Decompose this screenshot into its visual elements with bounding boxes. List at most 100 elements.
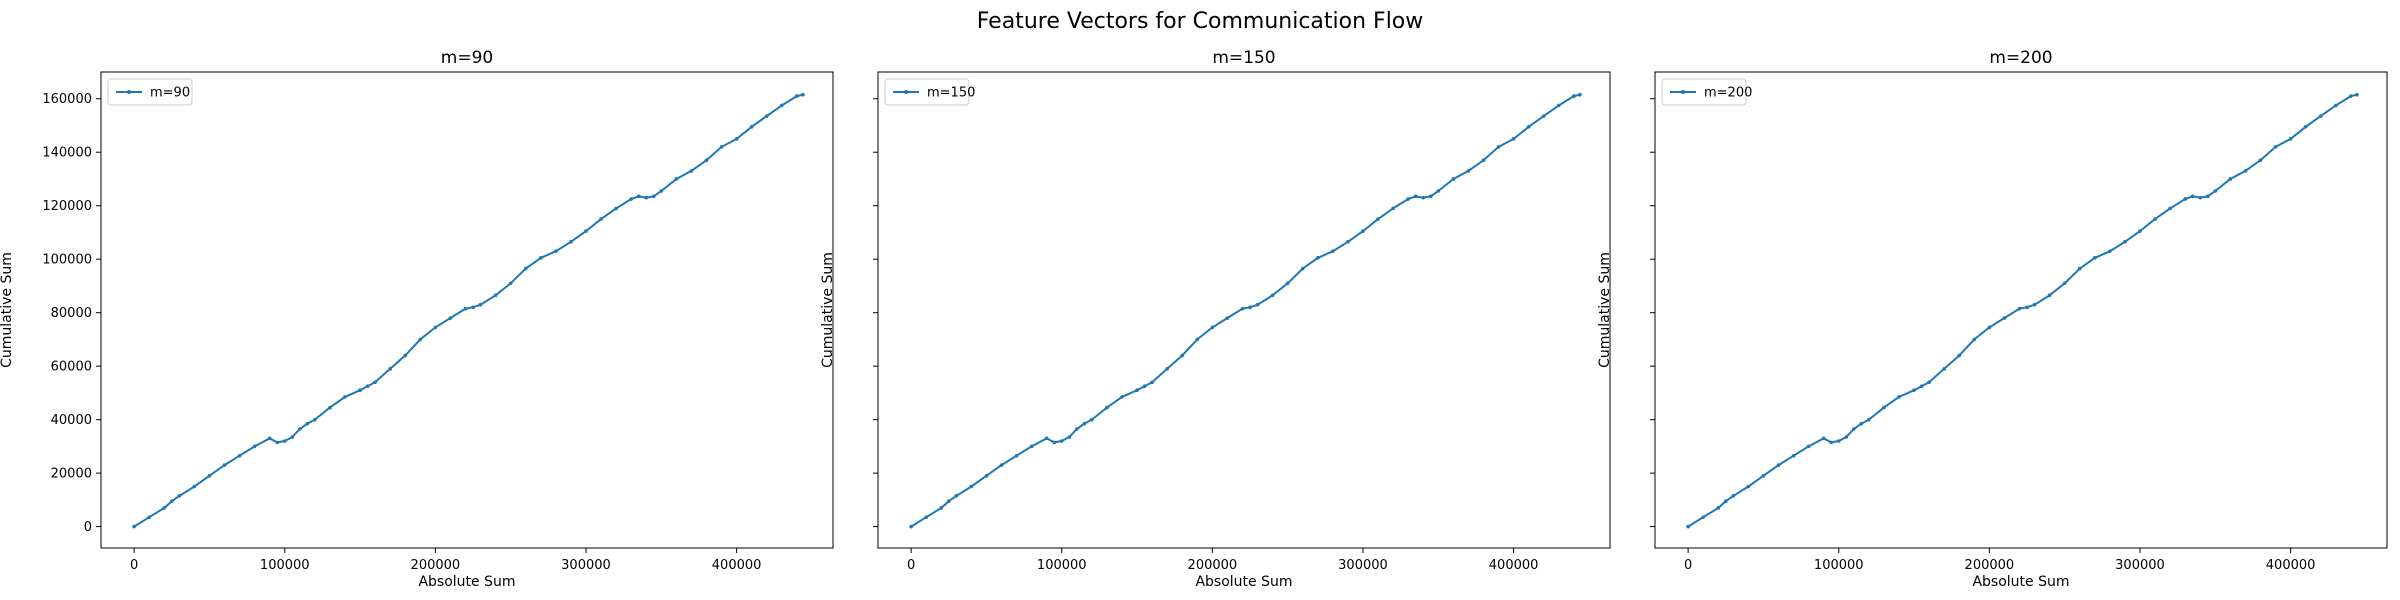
chart-2-data-point — [1225, 316, 1230, 320]
chart-3-title: m=200 — [1989, 48, 2052, 68]
chart-3-data-point — [2228, 177, 2233, 181]
chart-3-panel: m=200 0 100000 200000 300000 400000 Absolute S… — [1597, 48, 2388, 590]
chart-3-data-point — [2333, 103, 2338, 108]
chart-1-data-point — [290, 435, 295, 439]
chart-3-data-point — [1746, 484, 1751, 489]
chart-1-data-point — [523, 266, 528, 271]
chart-2-data-point — [1195, 337, 1200, 342]
chart-2-data-point — [1165, 367, 1169, 371]
figure-title: Feature Vectors for Communication Flow — [977, 9, 1424, 34]
chart-1-data-point — [252, 444, 257, 449]
chart-1-data-point — [569, 240, 573, 244]
chart-3-data-point — [2349, 94, 2353, 98]
chart-1-data-point — [313, 417, 317, 422]
chart-1-data-point — [365, 384, 370, 389]
chart-2-y-axis-label: Cumulative Sum — [820, 252, 836, 368]
chart-1-data-point — [358, 388, 362, 393]
chart-3-data-point — [1761, 473, 1766, 478]
chart-2-data-point — [1413, 194, 1418, 199]
chart-2-data-point — [1572, 94, 1576, 98]
chart-3-data-point — [2047, 293, 2052, 298]
chart-3-data-point — [1791, 453, 1796, 458]
chart-3-data-point — [1701, 515, 1705, 520]
chart-1-data-point — [132, 524, 136, 529]
chart-3-data-point — [2032, 302, 2037, 307]
chart-2-data-point — [1496, 145, 1501, 149]
chart-3-data-point — [1716, 506, 1721, 510]
chart-2-data-point — [1346, 240, 1350, 244]
chart-2-data-point — [1090, 417, 1094, 422]
chart-2-data-point — [1029, 444, 1034, 449]
chart-1-series-line — [133, 93, 804, 528]
chart-1-data-point — [222, 463, 227, 467]
chart-3-data-point — [2017, 306, 2022, 311]
chart-2-data-point — [1059, 439, 1064, 443]
chart-1-data-point — [282, 439, 287, 443]
chart-1-data-point — [749, 125, 754, 129]
chart-2-data-point — [1270, 293, 1275, 298]
chart-3-data-point — [2025, 305, 2029, 310]
chart-2-x-tick-label: 400000 — [1489, 558, 1539, 573]
chart-1-data-point — [267, 436, 272, 441]
chart-3-data-point — [2355, 92, 2359, 97]
chart-1-data-point — [237, 453, 242, 458]
chart-2-data-point — [1406, 197, 1410, 201]
chart-2-data-point — [1316, 256, 1320, 260]
chart-2-data-point — [1300, 266, 1305, 271]
chart-2-title: m=150 — [1212, 48, 1275, 68]
chart-3-data-point — [1844, 435, 1849, 439]
chart-1-data-point — [207, 473, 212, 478]
chart-1-data-point — [433, 325, 438, 330]
chart-3-data-point — [2183, 197, 2187, 201]
chart-3-data-point — [1942, 367, 1946, 371]
chart-1-legend-label: m=90 — [150, 86, 190, 101]
chart-2-data-point — [909, 524, 913, 529]
chart-1-y-tick-label: 80000 — [51, 306, 92, 321]
chart-3-data-point — [1723, 499, 1728, 504]
chart-2-legend-label: m=150 — [927, 86, 975, 101]
chart-3-data-point — [1776, 463, 1781, 467]
chart-1-data-point — [599, 217, 603, 221]
chart-2-data-point — [1142, 384, 1147, 389]
chart-3-data-point — [1927, 380, 1931, 385]
chart-3-data-point — [1919, 384, 1924, 389]
chart-2-x-tick-label: 0 — [907, 558, 915, 573]
chart-3-data-point — [1912, 388, 1916, 393]
chart-3-data-point — [2198, 195, 2203, 200]
chart-1-y-tick-label: 100000 — [42, 253, 92, 268]
chart-2-data-point — [1285, 281, 1290, 286]
chart-1-data-point — [448, 316, 453, 320]
chart-2-data-point — [1135, 388, 1139, 393]
chart-3-legend-marker — [1681, 90, 1685, 94]
chart-1-data-point — [373, 380, 377, 385]
chart-3-data-point — [2273, 145, 2278, 149]
chart-panels: m=900 100000 200000 300000 40000002000040000… — [0, 48, 2388, 590]
chart-1-data-point — [719, 145, 724, 149]
chart-1-data-point — [674, 177, 679, 181]
chart-3-axes-frame — [1654, 71, 2388, 549]
chart-1-data-point — [388, 367, 392, 371]
chart-1-data-point — [147, 515, 151, 520]
chart-1-x-tick-label: 200000 — [411, 558, 461, 573]
chart-2-legend: m=150 — [884, 78, 975, 106]
chart-1-data-point — [162, 506, 167, 510]
chart-2-data-point — [1526, 125, 1531, 129]
chart-1-data-point — [779, 103, 784, 108]
chart-2-data-point — [1421, 195, 1426, 200]
chart-3-data-point — [2243, 169, 2248, 173]
chart-1-data-point — [343, 395, 347, 399]
chart-1-data-point — [689, 169, 694, 173]
chart-2-data-point — [1556, 103, 1561, 108]
chart-2-data-point — [1331, 249, 1335, 253]
chart-3-data-point — [2138, 229, 2142, 233]
chart-2-data-point — [1044, 436, 1049, 441]
chart-1-data-point — [508, 281, 513, 286]
chart-1-data-point — [169, 499, 174, 504]
chart-2-data-point — [984, 473, 989, 478]
chart-3-data-point — [1897, 395, 1901, 399]
chart-2-panel: m=150 0 100000 200000 300000 400000 Absolute S… — [820, 48, 1611, 590]
chart-2-data-point — [946, 499, 951, 504]
chart-2-data-point — [1210, 325, 1215, 330]
chart-2-data-point — [1481, 158, 1486, 163]
